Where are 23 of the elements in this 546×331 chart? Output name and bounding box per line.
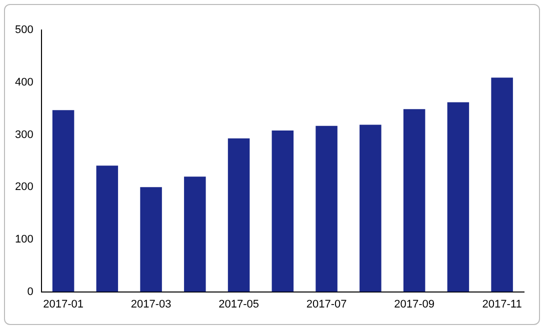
y-tick-label: 300 [14, 128, 34, 141]
y-tick-label: 0 [27, 286, 34, 298]
x-tick-label: 2017-05 [218, 298, 259, 310]
bar [403, 109, 426, 292]
bar [52, 110, 74, 292]
bar [491, 78, 513, 292]
bar [447, 102, 470, 292]
y-tick-label: 500 [14, 24, 34, 36]
bar [96, 166, 118, 292]
x-tick-label: 2017-11 [482, 298, 522, 310]
bar [184, 176, 206, 292]
y-tick-label: 200 [14, 181, 34, 194]
bar [272, 130, 294, 292]
y-tick-label: 400 [14, 76, 34, 88]
bar [360, 124, 382, 292]
x-tick-label: 2017-07 [306, 298, 347, 310]
bar [316, 126, 338, 292]
y-tick-label: 100 [14, 233, 34, 246]
x-tick-label: 2017-09 [394, 298, 434, 310]
bar [140, 187, 162, 292]
bar [228, 138, 250, 292]
x-tick-label: 2017-01 [43, 298, 84, 310]
x-tick-label: 2017-03 [130, 298, 172, 310]
